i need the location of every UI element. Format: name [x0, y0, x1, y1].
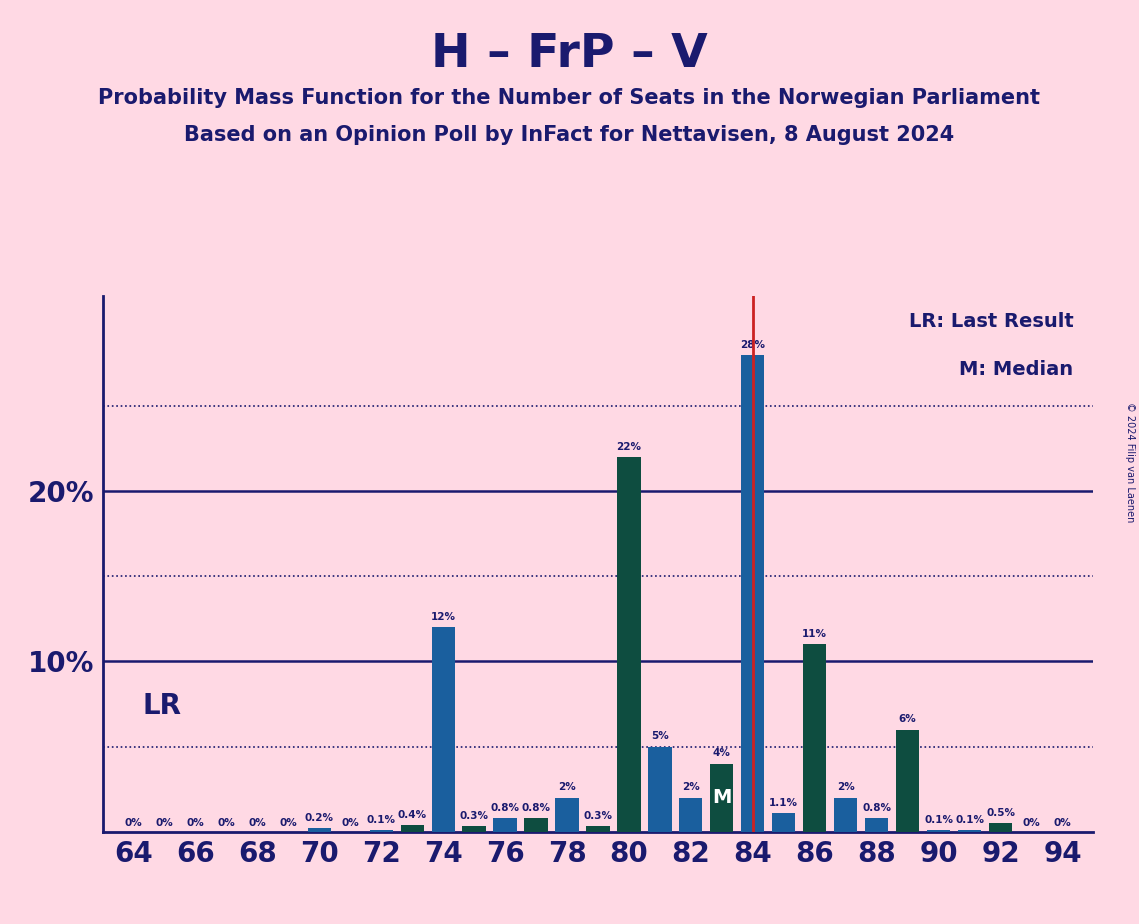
Bar	[308, 828, 331, 832]
Text: Based on an Opinion Poll by InFact for Nettavisen, 8 August 2024: Based on an Opinion Poll by InFact for N…	[185, 125, 954, 145]
Text: 11%: 11%	[802, 629, 827, 639]
Bar	[462, 826, 485, 832]
Bar	[493, 818, 517, 832]
Bar	[556, 797, 579, 832]
Bar	[617, 457, 640, 832]
Text: 0.3%: 0.3%	[460, 811, 489, 821]
Text: 0.5%: 0.5%	[986, 808, 1015, 818]
Text: 0.8%: 0.8%	[491, 803, 519, 813]
Bar	[648, 747, 672, 832]
Text: 0.1%: 0.1%	[367, 815, 395, 825]
Bar	[711, 763, 734, 832]
Text: 0%: 0%	[279, 818, 297, 828]
Text: 0.4%: 0.4%	[398, 809, 427, 820]
Text: Probability Mass Function for the Number of Seats in the Norwegian Parliament: Probability Mass Function for the Number…	[98, 88, 1041, 108]
Text: 1.1%: 1.1%	[769, 797, 798, 808]
Bar	[524, 818, 548, 832]
Text: © 2024 Filip van Laenen: © 2024 Filip van Laenen	[1125, 402, 1134, 522]
Text: 2%: 2%	[837, 783, 854, 793]
Text: 0%: 0%	[156, 818, 173, 828]
Bar	[369, 830, 393, 832]
Bar	[401, 825, 424, 832]
Text: 0%: 0%	[248, 818, 267, 828]
Text: 22%: 22%	[616, 443, 641, 452]
Text: 0.8%: 0.8%	[862, 803, 891, 813]
Text: 5%: 5%	[652, 732, 669, 741]
Text: 0.1%: 0.1%	[956, 815, 984, 825]
Text: 0%: 0%	[187, 818, 204, 828]
Text: 0%: 0%	[218, 818, 236, 828]
Text: 0.2%: 0.2%	[305, 813, 334, 823]
Bar	[958, 830, 981, 832]
Text: 0.3%: 0.3%	[583, 811, 613, 821]
Bar	[865, 818, 888, 832]
Text: 0.8%: 0.8%	[522, 803, 550, 813]
Text: LR: LR	[142, 692, 181, 720]
Bar	[432, 627, 454, 832]
Text: 12%: 12%	[431, 613, 456, 623]
Text: 0%: 0%	[1023, 818, 1040, 828]
Bar	[772, 813, 795, 832]
Text: 28%: 28%	[740, 340, 765, 350]
Text: 2%: 2%	[558, 783, 576, 793]
Bar	[741, 355, 764, 832]
Bar	[896, 730, 919, 832]
Text: H – FrP – V: H – FrP – V	[432, 32, 707, 78]
Bar	[587, 826, 609, 832]
Text: M: M	[712, 788, 731, 807]
Text: 0%: 0%	[342, 818, 359, 828]
Text: LR: Last Result: LR: Last Result	[909, 311, 1074, 331]
Text: M: Median: M: Median	[959, 360, 1074, 379]
Text: 6%: 6%	[899, 714, 917, 724]
Bar	[679, 797, 703, 832]
Text: 2%: 2%	[682, 783, 699, 793]
Text: 0%: 0%	[124, 818, 142, 828]
Bar	[834, 797, 858, 832]
Bar	[989, 823, 1013, 832]
Text: 0.1%: 0.1%	[924, 815, 953, 825]
Text: 0%: 0%	[1054, 818, 1072, 828]
Text: 4%: 4%	[713, 748, 731, 759]
Bar	[927, 830, 950, 832]
Bar	[803, 644, 827, 832]
